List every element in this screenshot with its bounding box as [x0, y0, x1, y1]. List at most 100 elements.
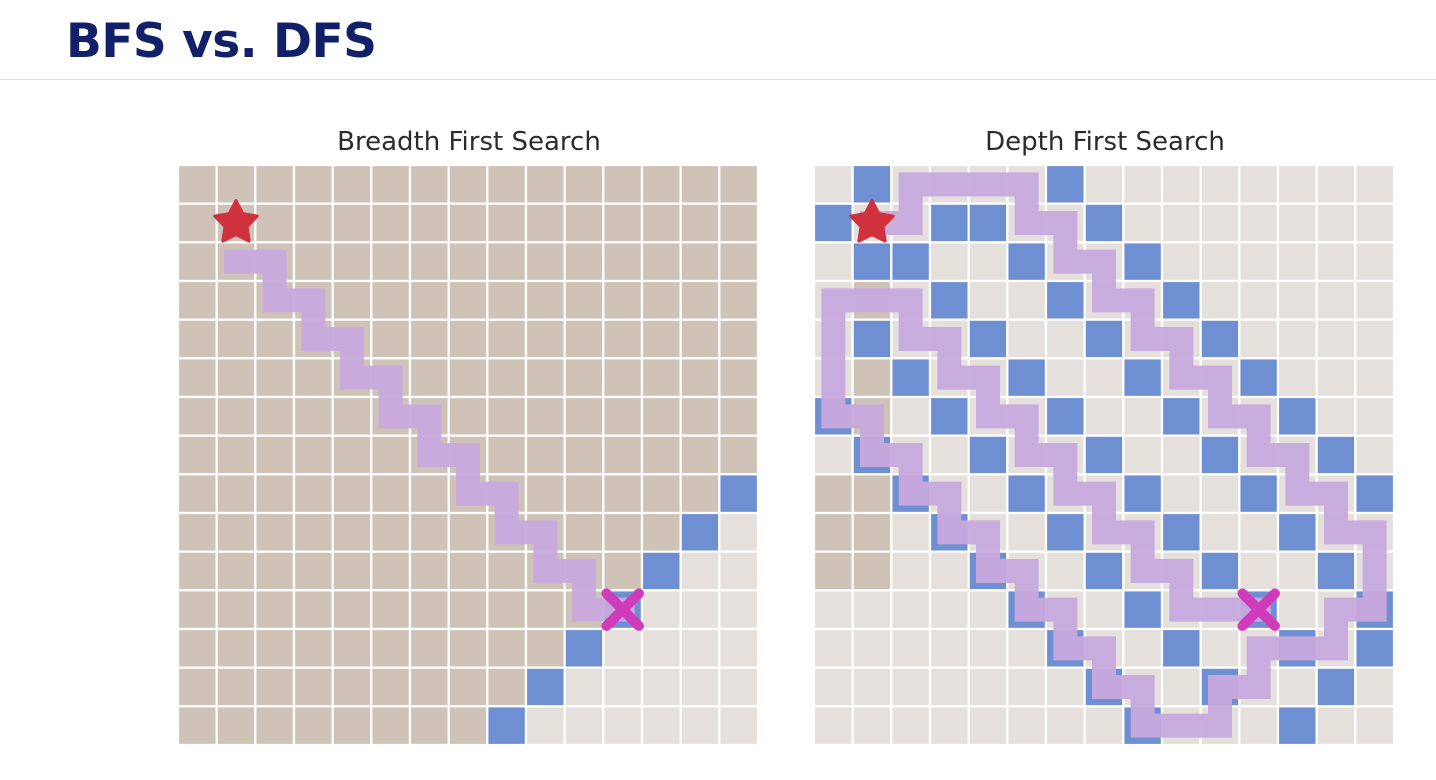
explored-cell	[487, 397, 526, 436]
unexplored-cell	[1007, 513, 1046, 552]
unexplored-cell	[1162, 474, 1201, 513]
bfs-grid	[178, 165, 758, 745]
frontier-cell	[1278, 706, 1317, 745]
explored-cell	[294, 474, 333, 513]
frontier-cell	[1046, 397, 1085, 436]
unexplored-cell	[1355, 436, 1394, 475]
explored-cell	[217, 552, 256, 591]
slide-title: BFS vs. DFS	[66, 10, 376, 74]
explored-cell	[487, 436, 526, 475]
unexplored-cell	[930, 552, 969, 591]
frontier-cell	[1317, 436, 1356, 475]
explored-cell	[333, 706, 372, 745]
explored-cell	[410, 668, 449, 707]
unexplored-cell	[1123, 397, 1162, 436]
frontier-cell	[565, 629, 604, 668]
dfs-panel-title: Depth First Search	[815, 124, 1395, 160]
explored-cell	[178, 668, 217, 707]
frontier-cell	[1317, 552, 1356, 591]
explored-cell	[719, 320, 758, 359]
unexplored-cell	[719, 629, 758, 668]
unexplored-cell	[969, 242, 1008, 281]
frontier-cell	[1085, 204, 1124, 243]
explored-cell	[681, 320, 720, 359]
explored-cell	[294, 629, 333, 668]
explored-cell	[333, 204, 372, 243]
explored-cell	[565, 474, 604, 513]
explored-cell	[178, 204, 217, 243]
explored-cell	[853, 358, 892, 397]
unexplored-cell	[681, 668, 720, 707]
explored-cell	[410, 165, 449, 204]
explored-cell	[681, 474, 720, 513]
unexplored-cell	[969, 281, 1008, 320]
unexplored-cell	[603, 629, 642, 668]
explored-cell	[371, 474, 410, 513]
unexplored-cell	[1317, 281, 1356, 320]
explored-cell	[853, 474, 892, 513]
explored-cell	[719, 397, 758, 436]
unexplored-cell	[1239, 320, 1278, 359]
unexplored-cell	[1162, 165, 1201, 204]
frontier-cell	[969, 204, 1008, 243]
unexplored-cell	[1278, 165, 1317, 204]
unexplored-cell	[930, 706, 969, 745]
explored-cell	[487, 204, 526, 243]
explored-cell	[642, 165, 681, 204]
explored-cell	[719, 204, 758, 243]
explored-cell	[681, 281, 720, 320]
explored-cell	[565, 242, 604, 281]
explored-cell	[217, 320, 256, 359]
explored-cell	[410, 629, 449, 668]
unexplored-cell	[565, 706, 604, 745]
explored-cell	[681, 436, 720, 475]
unexplored-cell	[1201, 204, 1240, 243]
frontier-cell	[814, 204, 853, 243]
explored-cell	[603, 358, 642, 397]
unexplored-cell	[719, 668, 758, 707]
unexplored-cell	[1046, 320, 1085, 359]
explored-cell	[410, 242, 449, 281]
explored-cell	[449, 281, 488, 320]
unexplored-cell	[891, 706, 930, 745]
explored-cell	[449, 706, 488, 745]
explored-cell	[371, 706, 410, 745]
frontier-cell	[1123, 358, 1162, 397]
explored-cell	[681, 242, 720, 281]
explored-cell	[719, 281, 758, 320]
explored-cell	[410, 513, 449, 552]
explored-cell	[410, 706, 449, 745]
explored-cell	[333, 552, 372, 591]
explored-cell	[526, 436, 565, 475]
explored-cell	[371, 242, 410, 281]
frontier-cell	[1162, 397, 1201, 436]
unexplored-cell	[853, 629, 892, 668]
frontier-cell	[853, 320, 892, 359]
unexplored-cell	[1007, 668, 1046, 707]
explored-cell	[719, 242, 758, 281]
explored-cell	[371, 320, 410, 359]
explored-cell	[449, 320, 488, 359]
explored-cell	[719, 436, 758, 475]
frontier-cell	[1278, 513, 1317, 552]
explored-cell	[642, 436, 681, 475]
frontier-cell	[1239, 358, 1278, 397]
unexplored-cell	[1317, 242, 1356, 281]
explored-cell	[294, 242, 333, 281]
unexplored-cell	[930, 629, 969, 668]
unexplored-cell	[719, 590, 758, 629]
explored-cell	[178, 165, 217, 204]
explored-cell	[178, 590, 217, 629]
explored-cell	[526, 320, 565, 359]
explored-cell	[255, 590, 294, 629]
unexplored-cell	[814, 242, 853, 281]
frontier-cell	[969, 320, 1008, 359]
unexplored-cell	[1278, 552, 1317, 591]
frontier-cell	[1007, 242, 1046, 281]
unexplored-cell	[1317, 320, 1356, 359]
unexplored-cell	[891, 397, 930, 436]
unexplored-cell	[1278, 204, 1317, 243]
unexplored-cell	[1239, 552, 1278, 591]
unexplored-cell	[1355, 242, 1394, 281]
explored-cell	[565, 436, 604, 475]
